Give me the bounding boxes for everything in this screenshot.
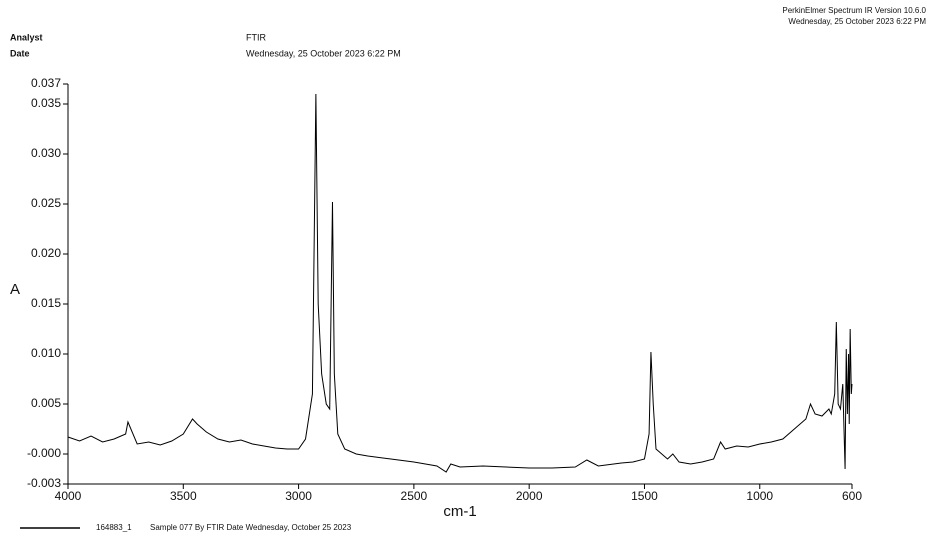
y-tick-label: 0.015 bbox=[31, 296, 61, 310]
x-tick-label: 1000 bbox=[746, 489, 773, 503]
x-tick-label: 2500 bbox=[401, 489, 428, 503]
y-tick-label: 0.025 bbox=[31, 196, 61, 210]
y-tick-label: 0.020 bbox=[31, 246, 61, 260]
y-tick-label: -0.000 bbox=[27, 446, 61, 460]
software: PerkinElmer Spectrum IR Version 10.6.0 bbox=[782, 6, 926, 15]
date: Wednesday, 25 October 2023 6:22 PM bbox=[246, 48, 401, 58]
legend-name: 164883_1 bbox=[96, 523, 132, 532]
x-tick-label: 4000 bbox=[55, 489, 82, 503]
x-tick-label: 600 bbox=[842, 489, 862, 503]
y-tick-label: 0.037 bbox=[31, 76, 61, 90]
y-tick-label: -0.003 bbox=[27, 476, 61, 490]
legend-description: Sample 077 By FTIR Date Wednesday, Octob… bbox=[150, 523, 352, 532]
x-tick-label: 3500 bbox=[170, 489, 197, 503]
y-tick-label: 0.005 bbox=[31, 396, 61, 410]
analyst: FTIR bbox=[246, 32, 266, 42]
x-tick-label: 1500 bbox=[631, 489, 658, 503]
y-tick-label: 0.010 bbox=[31, 346, 61, 360]
y-tick-label: 0.030 bbox=[31, 146, 61, 160]
date-label: Date bbox=[10, 48, 30, 58]
y-axis-label: A bbox=[10, 281, 20, 298]
y-tick-label: 0.035 bbox=[31, 96, 61, 110]
analyst-label: Analyst bbox=[10, 32, 43, 42]
printed-date: Wednesday, 25 October 2023 6:22 PM bbox=[788, 17, 926, 26]
x-tick-label: 3000 bbox=[285, 489, 312, 503]
spectrum-line bbox=[67, 93, 853, 473]
x-axis-label: cm-1 bbox=[443, 503, 476, 520]
x-tick-label: 2000 bbox=[516, 489, 543, 503]
